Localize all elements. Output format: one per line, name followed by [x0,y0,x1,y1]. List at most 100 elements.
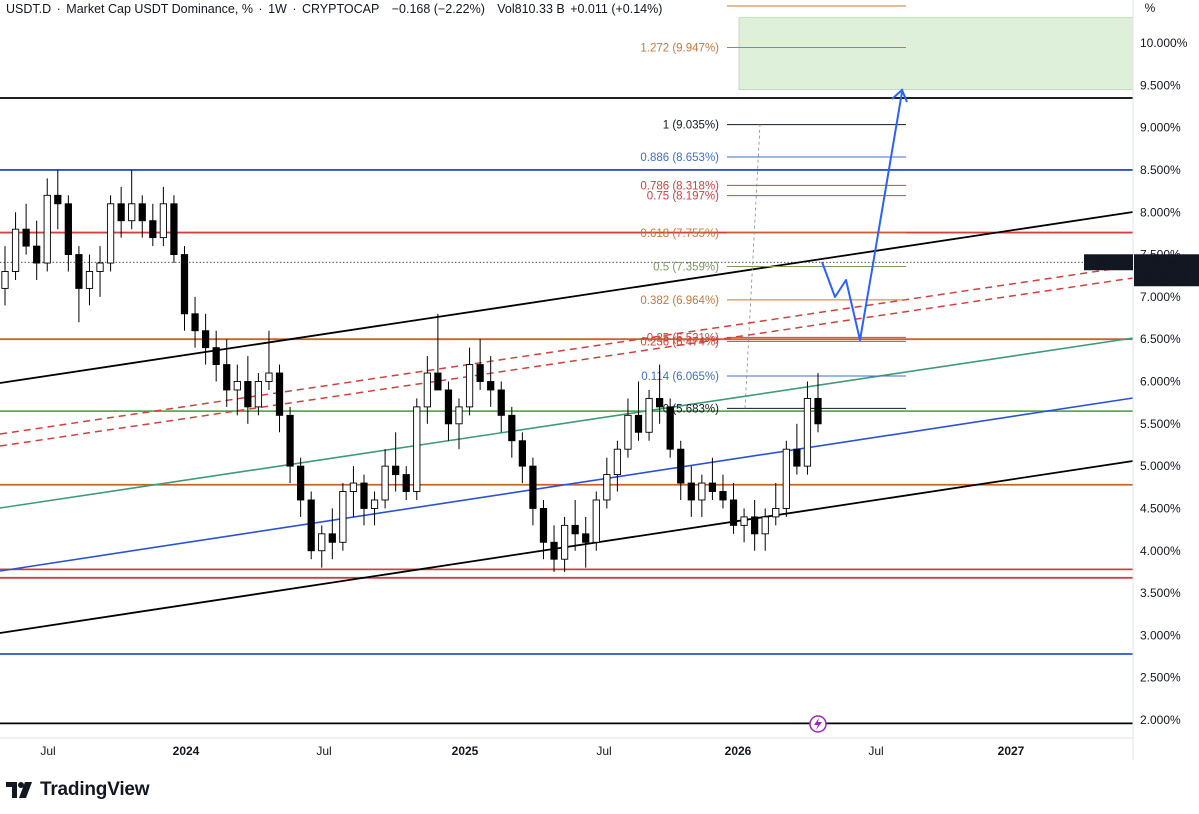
fib-level-label: 0.25 (6.521%) [647,332,719,344]
candle-body [64,203,72,256]
time-tick-label: Jul [868,744,883,758]
candle-body [444,389,453,425]
fib-level-label: 0.236 (6.474%) [640,336,719,348]
fib-level-label: 0 (5.683%) [663,403,719,415]
candle-body [729,499,738,526]
projection-arrow [821,91,903,341]
candle-body [265,372,273,382]
candle-body [529,465,537,509]
candle-body [128,203,136,222]
price-label-value: 7.409% [1140,255,1181,269]
candle-body [191,313,199,332]
candle-body [487,381,495,391]
fib-level-label: 0.886 (8.653%) [640,152,719,164]
fib-anchor-line [744,124,761,409]
channel-upper-line [0,211,1134,384]
candle-body [149,220,157,239]
exchange-label: CRYPTOCAP [301,2,380,16]
price-tick-label: 8.000% [1140,205,1181,219]
candle-body [634,414,643,433]
price-label-symbol-box [1084,254,1133,271]
candle-body [360,482,368,509]
candle-body [550,541,558,560]
price-tick-label: 5.000% [1140,459,1181,473]
candle-body [180,254,189,315]
price-tick-label: 7.000% [1140,290,1181,304]
candle-body [423,372,431,408]
candle-body [761,516,769,535]
lightning-icon[interactable] [809,715,827,733]
price-tick-label: 5.500% [1140,417,1181,431]
fib-level-label: 0.382 (6.964%) [640,295,719,307]
candle-body [624,414,632,450]
axis-unit-label: % [1145,1,1156,15]
candle-body [666,406,674,450]
target-zone [738,17,1134,90]
fib-level-label: 1 (9.035%) [663,120,719,132]
candle-body [170,203,178,256]
price-tick-label: 6.500% [1140,332,1181,346]
price-tick-label: 9.500% [1140,78,1181,92]
time-tick-label: 2025 [452,744,479,758]
candle-body [434,372,442,391]
candle-body [708,482,717,492]
price-tick-label: 6.000% [1140,375,1181,389]
time-tick-label: Jul [316,744,331,758]
candle-body [138,203,146,222]
candle-body [455,406,463,425]
time-tick-label: 2027 [998,744,1025,758]
candle-body [539,507,548,543]
interval-label[interactable]: 1W [268,2,287,16]
fib-level-label: 0.5 (7.359%) [653,261,719,273]
candle-body [54,194,62,205]
candle-body [159,203,167,239]
symbol-ticker[interactable]: USDT.D [6,2,52,16]
candle-body [212,347,220,366]
candle-body [476,364,484,382]
price-label-symbol: USDT.D [1086,255,1130,269]
candle-body [233,381,241,391]
chart-header: USDT.D · Market Cap USDT Dominance, % · … [6,2,664,16]
candle-body [339,491,347,543]
fib-level-label: 0.786 (8.318%) [640,180,719,192]
brand-name: TradingView [40,779,150,800]
tradingview-logo[interactable]: TradingView [6,779,150,801]
channel-mid-line [0,337,1134,509]
candle-body [381,465,389,501]
price-tick-label: 2.000% [1140,713,1181,727]
candle-body [814,397,822,425]
candle-body [254,381,263,408]
tradingview-icon [6,782,32,798]
candle-body [349,482,358,492]
price-tick-label: 2.500% [1140,671,1181,685]
candle-body [402,474,410,492]
candle-body [656,397,664,408]
candle-body [751,516,759,535]
candle-body [497,389,505,416]
candle-body [275,372,284,416]
time-tick-label: Jul [596,744,611,758]
candle-body [793,448,801,467]
candle-body [603,474,611,501]
candle-body [740,516,748,526]
volume-label: Vol810.33 B [497,2,565,16]
candle-body [286,414,294,467]
price-label-countdown: 22:57:04 [1140,270,1187,284]
time-tick-label: 2024 [173,744,200,758]
header-separator: · [258,2,263,16]
price-tick-label: 10.000% [1140,36,1188,50]
price-label-box [1134,254,1199,287]
candle-body [687,482,695,501]
symbol-name: Market Cap USDT Dominance, % [66,2,253,16]
candle-body [508,414,516,442]
candle-body [645,397,653,433]
channel-quarter-line [0,397,1134,572]
candle-body [698,482,706,501]
fib-level-label: 0.114 (6.065%) [641,371,719,383]
candle-body [223,364,231,391]
time-tick-label: 2026 [725,744,752,758]
candle-body [85,271,94,289]
candle-body [75,254,83,289]
header-separator: · [292,2,297,16]
